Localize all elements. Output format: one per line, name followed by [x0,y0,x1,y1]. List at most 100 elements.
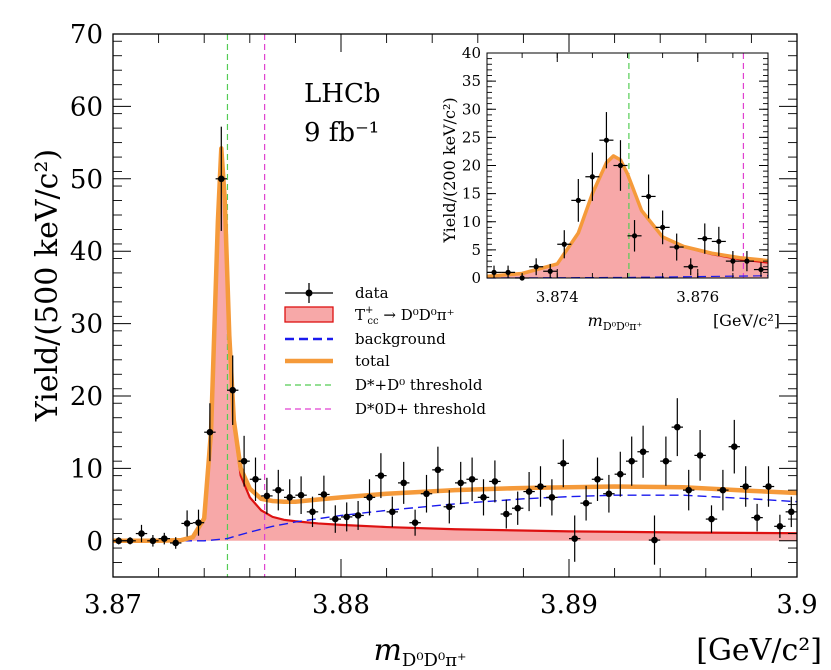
data-point [546,479,558,516]
data-point-marker [183,520,191,527]
data-point-marker [776,523,784,530]
data-point-marker [195,519,202,526]
data-point-marker [320,491,328,498]
data-point-marker [662,457,670,465]
data-point-marker [594,475,601,483]
data-point [409,509,421,536]
data-point [534,466,547,507]
y-tick-label: 10 [70,454,103,484]
data-point [569,515,581,562]
data-point [683,258,698,276]
data-point-marker [571,535,578,542]
x-tick-label: 3.876 [676,288,719,306]
legend-signal-sup: + [365,305,373,316]
inset-x-axis-title: mD⁰D⁰π⁺ [588,311,643,333]
data-layer [113,126,797,565]
data-point [603,474,615,513]
data-point [215,126,227,231]
data-point-marker [172,539,179,547]
data-point [420,474,433,513]
data-point-marker [423,490,430,498]
data-point-marker [354,512,362,519]
data-point-marker [742,483,749,490]
x-tick-label: 3.89 [540,590,598,620]
data-point [272,469,284,511]
data-point [580,485,592,521]
x-axis-title-base: m [373,633,401,668]
y-tick-label: 0 [471,269,481,287]
data-point-marker [343,513,351,521]
data-point-marker [480,494,487,501]
data-point-marker [688,264,694,270]
data-point [671,398,683,457]
data-point-marker [275,486,282,494]
inset-threshold-layer [628,53,745,278]
data-point-marker [589,174,595,180]
background-curve [113,494,798,542]
data-point-marker [575,197,581,203]
data-point-marker [263,492,271,500]
data-point [557,230,572,259]
data-point-marker [240,457,248,465]
data-point [529,258,544,276]
x-axis-unit: [GeV/c²] [696,633,822,668]
data-point-marker [730,258,736,264]
data-point-marker [503,510,510,518]
data-point [614,451,626,497]
legend-data-marker-dot [305,289,313,297]
data-point [637,425,649,478]
legend-label-background: background [355,330,446,348]
data-point-marker [377,472,385,479]
data-point-marker [696,452,704,459]
data-point-marker [702,236,708,242]
data-point [711,226,726,257]
data-point [181,510,193,537]
data-point [386,496,398,528]
inset-plot: 3.874 3.876 0 5 10 15 20 25 30 35 40 Yield/(200 ke… [440,44,780,333]
data-point [717,469,729,511]
main-ticks [112,33,798,578]
data-point-marker [582,499,590,507]
legend-entry-background: background [285,330,446,348]
data-point-marker [651,536,658,544]
data-point-marker [505,269,511,275]
data-point [725,251,740,272]
data-point [295,476,307,515]
data-point-marker [617,162,624,169]
data-point [740,466,752,507]
data-point [352,500,364,530]
y-tick-label: 40 [462,44,481,62]
data-point-marker [708,515,715,523]
inset-x-axis-title-base: m [588,311,603,330]
inset-x-axis-unit: [GeV/c²] [713,311,780,330]
y-tick-label: 30 [70,310,103,340]
data-point [238,435,250,487]
data-point-marker [525,488,533,495]
inset-data-layer [487,112,768,281]
data-point [466,457,478,501]
data-point [739,251,754,272]
data-point-marker [309,508,316,516]
inset-y-axis-title: Yield/(200 keV/c²) [440,97,459,243]
data-point [785,496,797,528]
data-point-marker [631,233,638,239]
data-point-marker [533,264,539,270]
legend-signal-rest: → D⁰D⁰π⁺ [379,306,455,324]
data-point [627,220,642,252]
data-point-marker [605,490,613,498]
data-point-marker [744,258,750,264]
legend-signal-swatch [284,306,334,323]
data-point-marker [218,175,225,183]
data-point-marker [716,238,722,245]
data-point-marker [537,483,544,490]
data-point [432,446,444,494]
data-point-marker [229,386,236,394]
main-frame [112,33,798,578]
legend-entry-data: data [285,283,389,303]
data-point [753,262,768,277]
data-point-marker [491,269,497,275]
data-point-marker [560,460,567,467]
data-point [641,174,656,219]
data-point-marker [758,266,764,273]
